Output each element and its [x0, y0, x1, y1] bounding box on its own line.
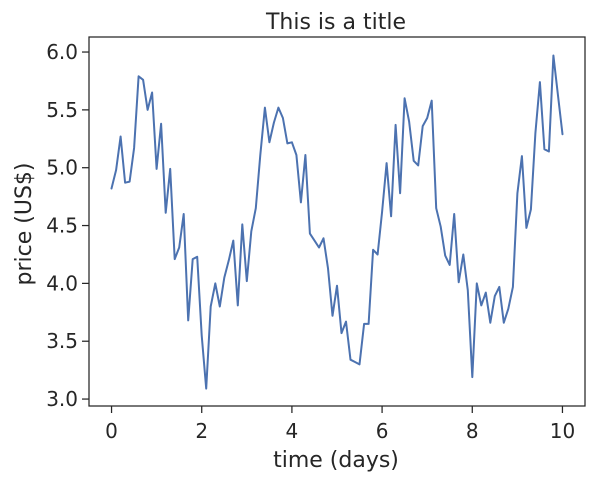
x-tick-label: 10: [550, 419, 575, 443]
y-axis-label: price (US$): [12, 163, 37, 286]
y-tick-label: 6.0: [46, 40, 78, 64]
chart-title: This is a title: [265, 10, 406, 35]
x-tick-label: 8: [466, 419, 479, 443]
x-tick-label: 6: [376, 419, 389, 443]
y-tick-label: 3.5: [46, 329, 78, 353]
y-tick-label: 5.0: [46, 156, 78, 180]
y-axis-ticks: 3.0 3.5 4.0 4.5 5.0 5.5 6.0: [46, 40, 89, 411]
y-tick-label: 3.0: [46, 387, 78, 411]
y-tick-label: 4.5: [46, 214, 78, 238]
axes-frame: [88, 36, 586, 407]
y-tick-label: 4.0: [46, 271, 78, 295]
plot-area: [88, 36, 586, 407]
price-series-line: [110, 54, 564, 390]
x-axis-ticks: 0 2 4 6 8 10: [105, 406, 575, 443]
x-tick-label: 0: [105, 419, 118, 443]
y-tick-label: 5.5: [46, 98, 78, 122]
x-tick-label: 4: [286, 419, 299, 443]
x-tick-label: 2: [195, 419, 208, 443]
x-axis-label: time (days): [273, 448, 399, 473]
